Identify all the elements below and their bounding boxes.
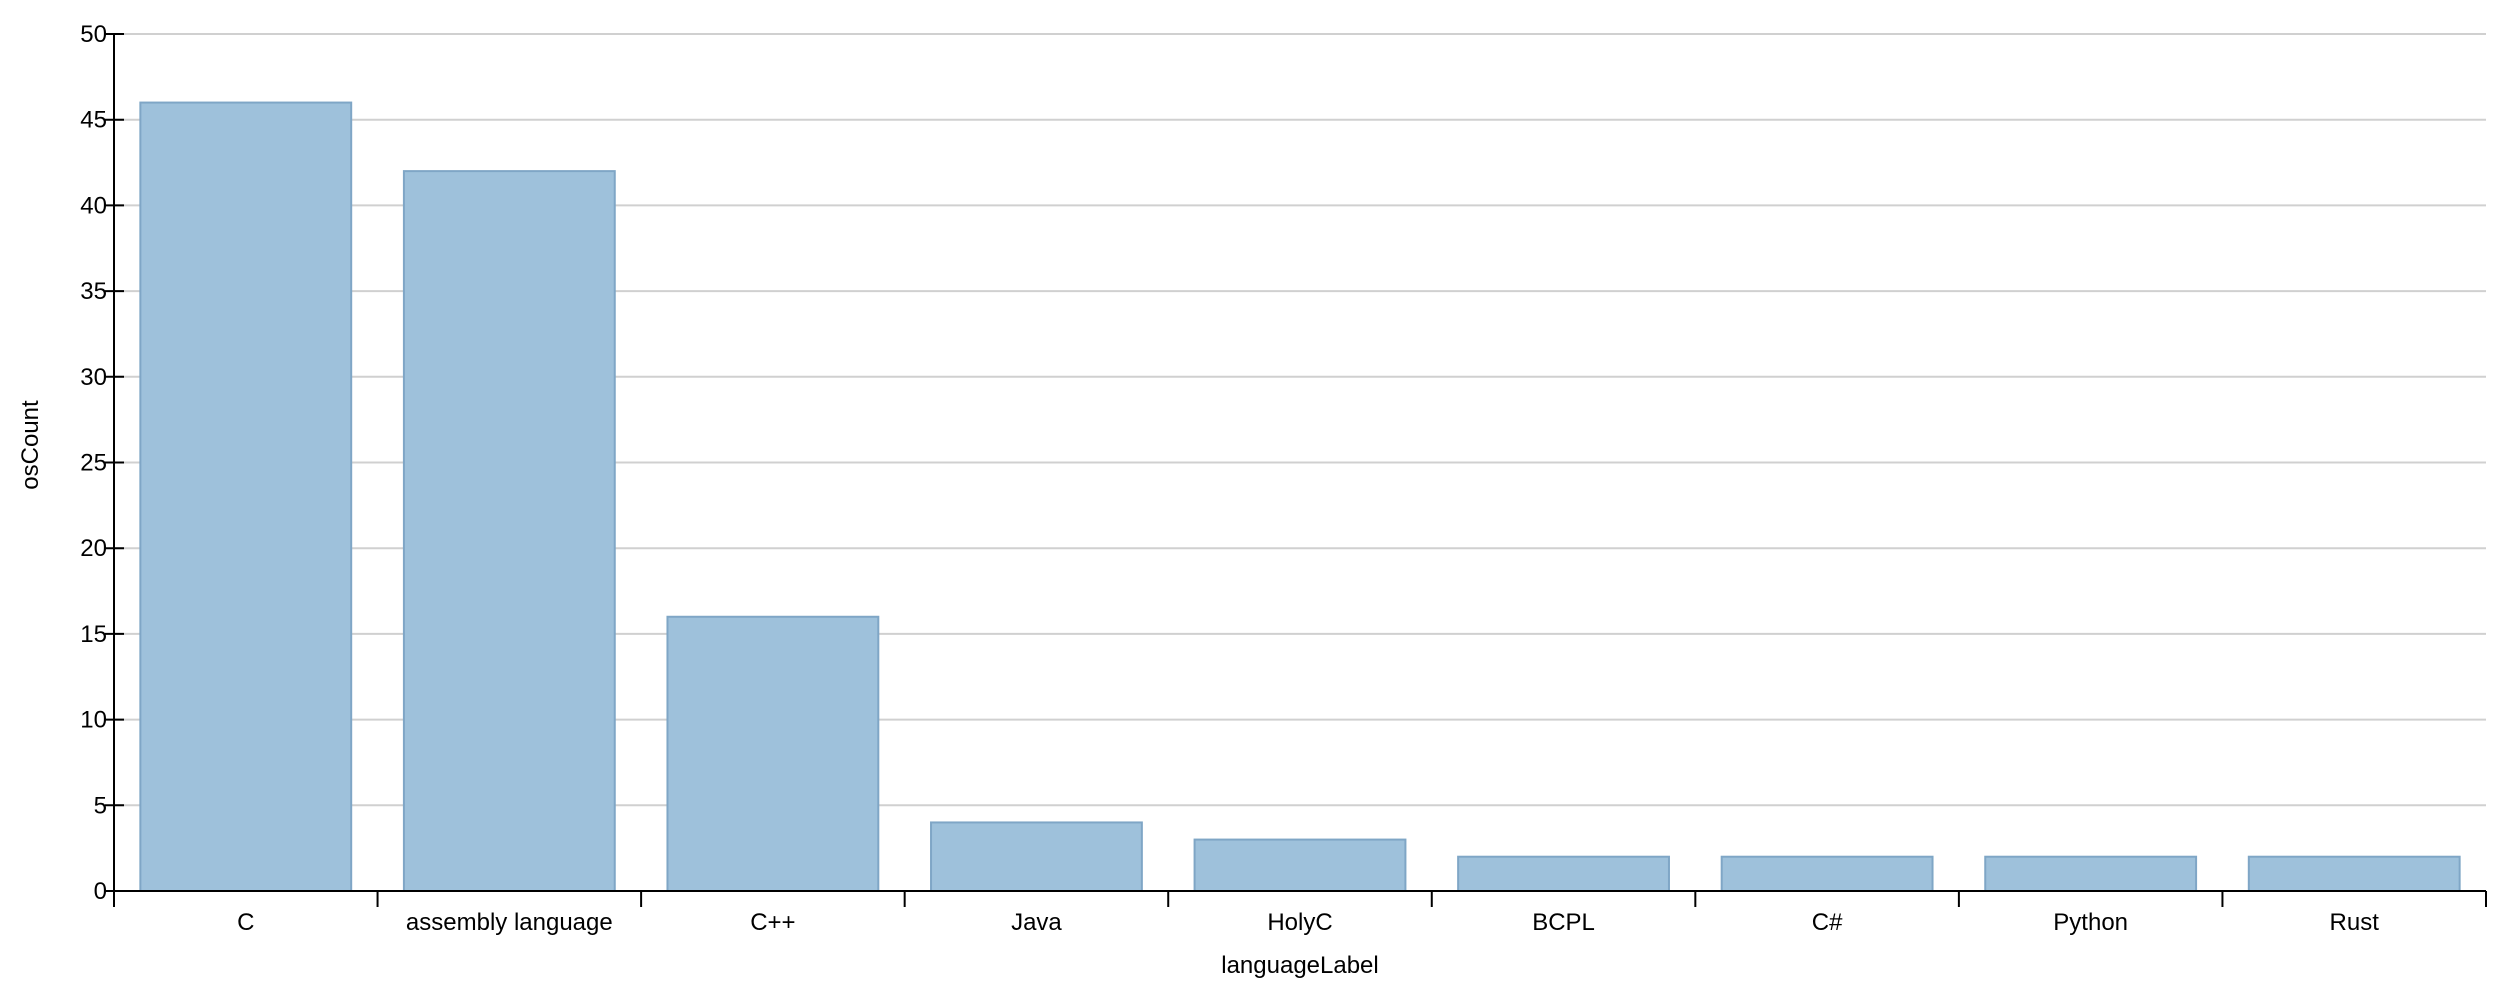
bar-c- bbox=[666, 615, 880, 892]
bar-assembly-language bbox=[402, 170, 616, 892]
x-tick-label: assembly language bbox=[406, 909, 613, 936]
axes: 0 5 10 15 20 25 30 35 40 45 50 C assembly language C+… bbox=[80, 21, 2487, 936]
y-tick-label: 5 bbox=[94, 792, 107, 819]
bar-c- bbox=[1720, 855, 1934, 892]
bar-holyc bbox=[1193, 838, 1407, 893]
y-tick-label: 20 bbox=[80, 535, 107, 562]
y-axis-label: osCount bbox=[17, 400, 44, 490]
bar-java bbox=[930, 821, 1143, 892]
y-tick-label: 15 bbox=[80, 621, 107, 648]
x-tick-label: C# bbox=[1812, 909, 1843, 936]
x-tick-label: C bbox=[237, 909, 254, 936]
bar-c bbox=[139, 101, 353, 892]
bar-rust bbox=[2247, 855, 2461, 892]
bar-bcpl bbox=[1457, 855, 1670, 892]
x-tick-label: Rust bbox=[2330, 909, 2380, 936]
x-axis-label: languageLabel bbox=[1221, 952, 1379, 979]
y-tick-label: 40 bbox=[80, 192, 107, 219]
y-tick-label: 45 bbox=[80, 107, 107, 134]
x-tick-label: Python bbox=[2053, 909, 2128, 936]
y-tick-label: 35 bbox=[80, 278, 107, 305]
y-tick-label: 10 bbox=[80, 707, 107, 734]
x-tick-label: Java bbox=[1011, 909, 1062, 936]
y-tick-label: 0 bbox=[94, 878, 107, 905]
y-tick-label: 25 bbox=[80, 450, 107, 477]
y-tick-label: 30 bbox=[80, 364, 107, 391]
x-tick-label: BCPL bbox=[1532, 909, 1595, 936]
x-tick-label: C++ bbox=[750, 909, 795, 936]
bar-python bbox=[1984, 855, 2198, 892]
bars bbox=[139, 101, 2461, 893]
y-tick-label: 50 bbox=[80, 21, 107, 48]
x-tick-label: HolyC bbox=[1267, 909, 1332, 936]
